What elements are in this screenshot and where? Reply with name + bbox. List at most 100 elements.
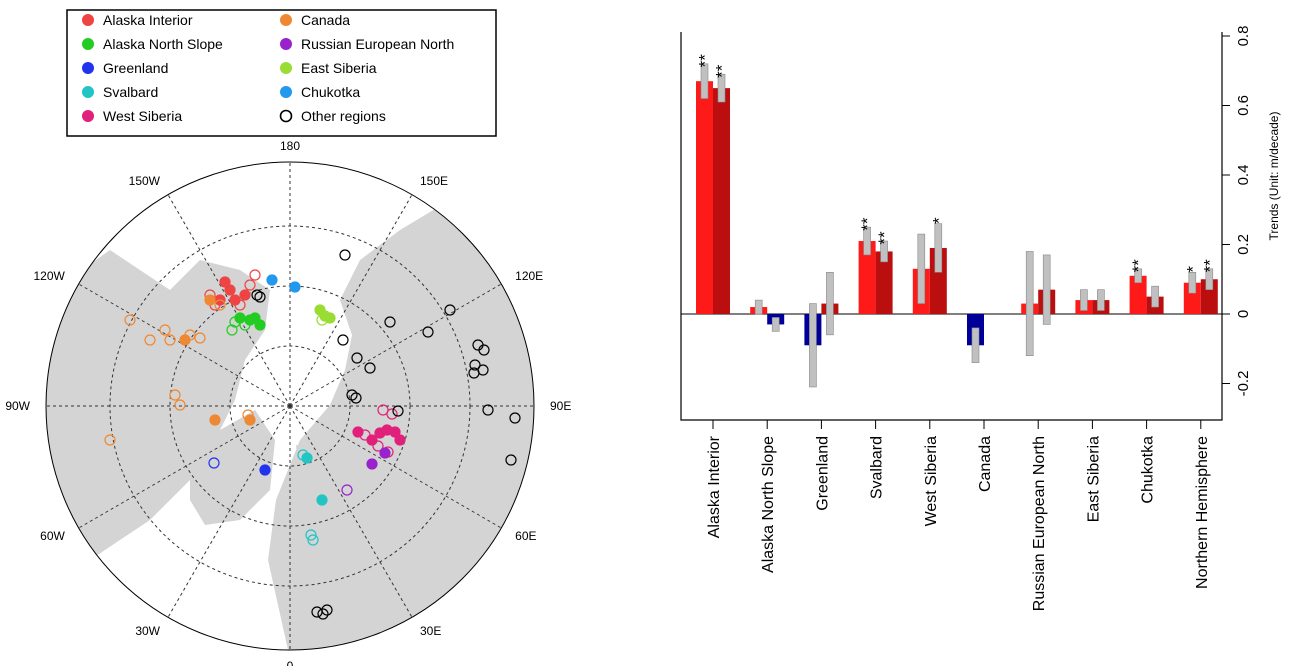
station-marker-canada — [194, 332, 206, 344]
station-marker-greenland — [208, 457, 220, 469]
legend-label-alaska-interior: Alaska Interior — [103, 12, 193, 28]
x-tick-label-alaska-north-slope: Alaska North Slope — [760, 436, 777, 573]
legend-label-alaska-north-slope: Alaska North Slope — [103, 36, 223, 52]
station-marker-canada — [159, 324, 171, 336]
uncertainty-greenland-s2 — [826, 271, 834, 336]
uncertainty-east-siberia-s2 — [1097, 289, 1105, 311]
uncertainty-west-siberia-s2 — [934, 223, 943, 273]
polar-station-map: Alaska Interior Alaska North Slope Greenla… — [5, 9, 571, 671]
legend-marker-other-regions — [279, 109, 293, 123]
longitude-label-150e: 150E — [420, 174, 448, 188]
station-marker-other-regions — [321, 604, 333, 616]
station-marker-svalbard — [305, 529, 317, 541]
x-tick-label-east-siberia: East Siberia — [1085, 436, 1102, 522]
x-tick-label-chukotka: Chukotka — [1140, 436, 1157, 504]
legend-marker-svalbard — [82, 86, 94, 98]
station-marker-west-siberia — [372, 440, 384, 452]
legend-box — [66, 9, 497, 137]
uncertainty-chukotka-s2 — [1151, 285, 1159, 308]
longitude-label-30w: 30W — [135, 624, 160, 638]
x-tick-label-west-siberia: West Siberia — [923, 436, 940, 527]
station-marker-other-regions — [384, 316, 396, 328]
station-marker-west-siberia — [366, 434, 378, 446]
meridian-line — [167, 405, 291, 618]
longitude-label-150w: 150W — [129, 174, 161, 188]
station-marker-other-regions — [468, 367, 480, 379]
uncertainty-svalbard-s1 — [863, 226, 871, 256]
station-marker-other-regions — [350, 392, 362, 404]
y-axis: 0.8 0.6 0.4 0.2 0 -0.2 — [1222, 26, 1252, 396]
uncertainty-east-siberia-s1 — [1080, 289, 1088, 311]
uncertainty-west-siberia-s1 — [917, 233, 926, 304]
land-scandinavia — [300, 470, 350, 620]
legend-label-canada: Canada — [301, 12, 350, 28]
legend-marker-russian-european-north — [280, 38, 292, 50]
longitude-label-60w: 60W — [40, 529, 65, 543]
land-masses — [46, 200, 534, 650]
uncertainty-alaska-interior-s1 — [700, 63, 709, 99]
station-marker-svalbard — [301, 452, 313, 464]
longitude-label-0: 0 — [287, 659, 294, 666]
station-marker-other-regions — [478, 344, 490, 356]
x-tick-label-alaska-interior: Alaska Interior — [706, 435, 723, 538]
station-marker-other-regions — [254, 291, 266, 303]
legend-label-chukotka: Chukotka — [301, 84, 360, 100]
station-marker-canada — [204, 294, 216, 306]
x-axis-labels: Alaska Interior Alaska North Slope Greenla… — [706, 420, 1211, 611]
longitude-label-30e: 30E — [420, 624, 441, 638]
station-marker-svalbard — [307, 534, 319, 546]
uncertainty-svalbard-s2 — [880, 240, 888, 263]
chart-bars: *********** *** — [696, 54, 1219, 388]
uncertainty-alaska-interior-s2 — [717, 73, 726, 103]
bar-northern-hemisphere-s2 — [1200, 279, 1218, 314]
uncertainty-northern-hemisphere-s1 — [1188, 271, 1197, 294]
longitude-label-90e: 90E — [550, 399, 571, 413]
uncertainty-alaska-north-slope-s2 — [771, 317, 780, 332]
y-tick-label: 0 — [1235, 310, 1252, 318]
legend-marker-alaska-north-slope — [82, 38, 94, 50]
station-marker-svalbard — [316, 494, 328, 506]
significance-alaska-interior-s2: ** — [713, 64, 732, 78]
meridian-line — [78, 405, 291, 529]
significance-svalbard-s1: ** — [858, 217, 877, 231]
station-marker-other-regions — [317, 608, 329, 620]
legend: Alaska Interior Alaska North Slope Greenla… — [82, 12, 454, 124]
uncertainty-greenland-s1 — [809, 303, 817, 388]
bar-svalbard-s2 — [875, 251, 893, 314]
station-marker-canada — [179, 334, 191, 346]
station-marker-canada — [209, 414, 221, 426]
significance-alaska-interior-s1: ** — [696, 54, 715, 68]
legend-label-other-regions: Other regions — [301, 108, 386, 124]
plot-frame — [680, 32, 1223, 421]
station-marker-canada — [244, 414, 256, 426]
y-tick-label: 0.6 — [1235, 95, 1252, 116]
y-tick-label: 0.2 — [1235, 234, 1252, 255]
station-marker-west-siberia — [394, 434, 406, 446]
significance-west-siberia-s2: * — [929, 217, 948, 224]
legend-marker-canada — [280, 14, 292, 26]
uncertainty-russian-european-north-s1 — [1025, 251, 1034, 356]
bar-alaska-interior-s1 — [696, 81, 713, 314]
x-tick-label-canada: Canada — [977, 436, 994, 492]
longitude-label-90w: 90W — [5, 399, 30, 413]
station-marker-alaska-interior — [244, 279, 256, 291]
longitude-label-120e: 120E — [515, 269, 543, 283]
station-marker-other-regions — [444, 304, 456, 316]
legend-label-greenland: Greenland — [103, 60, 168, 76]
station-marker-alaska-interior — [219, 276, 231, 288]
station-marker-canada — [164, 334, 176, 346]
station-marker-alaska-interior — [249, 269, 261, 281]
station-marker-alaska-north-slope — [239, 319, 251, 331]
legend-marker-alaska-interior — [82, 14, 94, 26]
meridian-line — [289, 405, 413, 618]
station-marker-russian-european-north — [341, 484, 353, 496]
uncertainty-chukotka-s1 — [1134, 268, 1142, 284]
y-tick-label: 0.4 — [1235, 165, 1252, 186]
station-marker-west-siberia — [386, 408, 398, 420]
bar-chukotka-s1 — [1129, 275, 1147, 314]
map-outline — [45, 161, 535, 651]
station-marker-chukotka — [289, 281, 301, 293]
significance-chukotka-s1: ** — [1129, 259, 1148, 273]
uncertainty-alaska-north-slope-s1 — [754, 299, 763, 315]
land-north-america — [46, 250, 270, 560]
